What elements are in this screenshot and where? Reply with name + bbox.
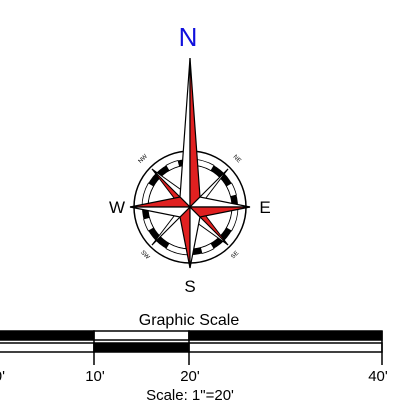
graphic-scale: Graphic Scale 0' 10' 20' 40' Scale: 1"=2… <box>0 312 388 404</box>
scale-segment-3-top <box>188 330 383 341</box>
compass-rose: N S E W NE NW SE SW <box>109 22 271 296</box>
west-point-bottom <box>129 206 192 218</box>
north-point-right <box>189 57 201 209</box>
scale-text: Scale: 1"=20' <box>146 387 234 404</box>
east-label: E <box>259 198 270 217</box>
north-label: N <box>179 22 198 52</box>
scale-segment-1-bottom <box>0 342 95 353</box>
scale-tick-label-20: 20' <box>180 368 200 385</box>
southwest-label: SW <box>139 250 150 261</box>
scale-title: Graphic Scale <box>139 312 240 329</box>
scale-segment-2-bottom <box>93 342 190 353</box>
southeast-label: SE <box>230 250 240 260</box>
scale-segment-3-bottom <box>188 342 383 353</box>
northeast-label: NE <box>232 154 242 164</box>
scale-segment-2-top <box>93 330 190 341</box>
north-point-left <box>179 57 191 209</box>
northwest-label: NW <box>138 153 150 165</box>
scale-tick-label-0: 0' <box>0 368 5 385</box>
scale-tick-label-40: 40' <box>368 368 388 385</box>
east-point-bottom <box>188 206 251 218</box>
scale-segment-1-top <box>0 330 95 341</box>
compass-cardinal-points <box>129 57 251 269</box>
scale-tick-label-10: 10' <box>85 368 105 385</box>
scale-bar <box>0 330 383 365</box>
west-label: W <box>109 198 125 217</box>
south-label: S <box>184 277 195 296</box>
